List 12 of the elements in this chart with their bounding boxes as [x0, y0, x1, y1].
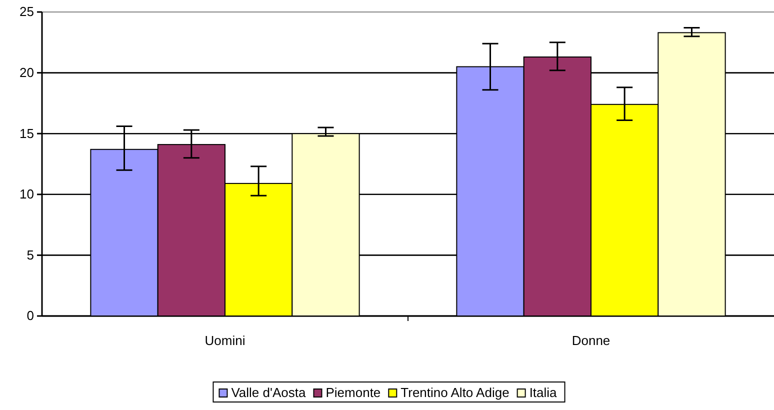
x-tick-label: Uomini	[204, 333, 246, 348]
y-tick-label: 15	[20, 126, 34, 141]
legend-label: Piemonte	[326, 385, 381, 400]
y-tick-label: 10	[20, 186, 34, 202]
y-tick-label: 20	[20, 64, 34, 80]
x-tick-label: Donne	[572, 333, 610, 348]
legend-label: Valle d'Aosta	[231, 385, 306, 400]
y-tick-label: 25	[20, 4, 34, 20]
legend-label: Italia	[529, 385, 558, 400]
y-tick-label: 5	[26, 247, 34, 262]
legend-label: Trentino Alto Adige	[400, 385, 510, 400]
y-tick-label: 0	[26, 308, 34, 324]
